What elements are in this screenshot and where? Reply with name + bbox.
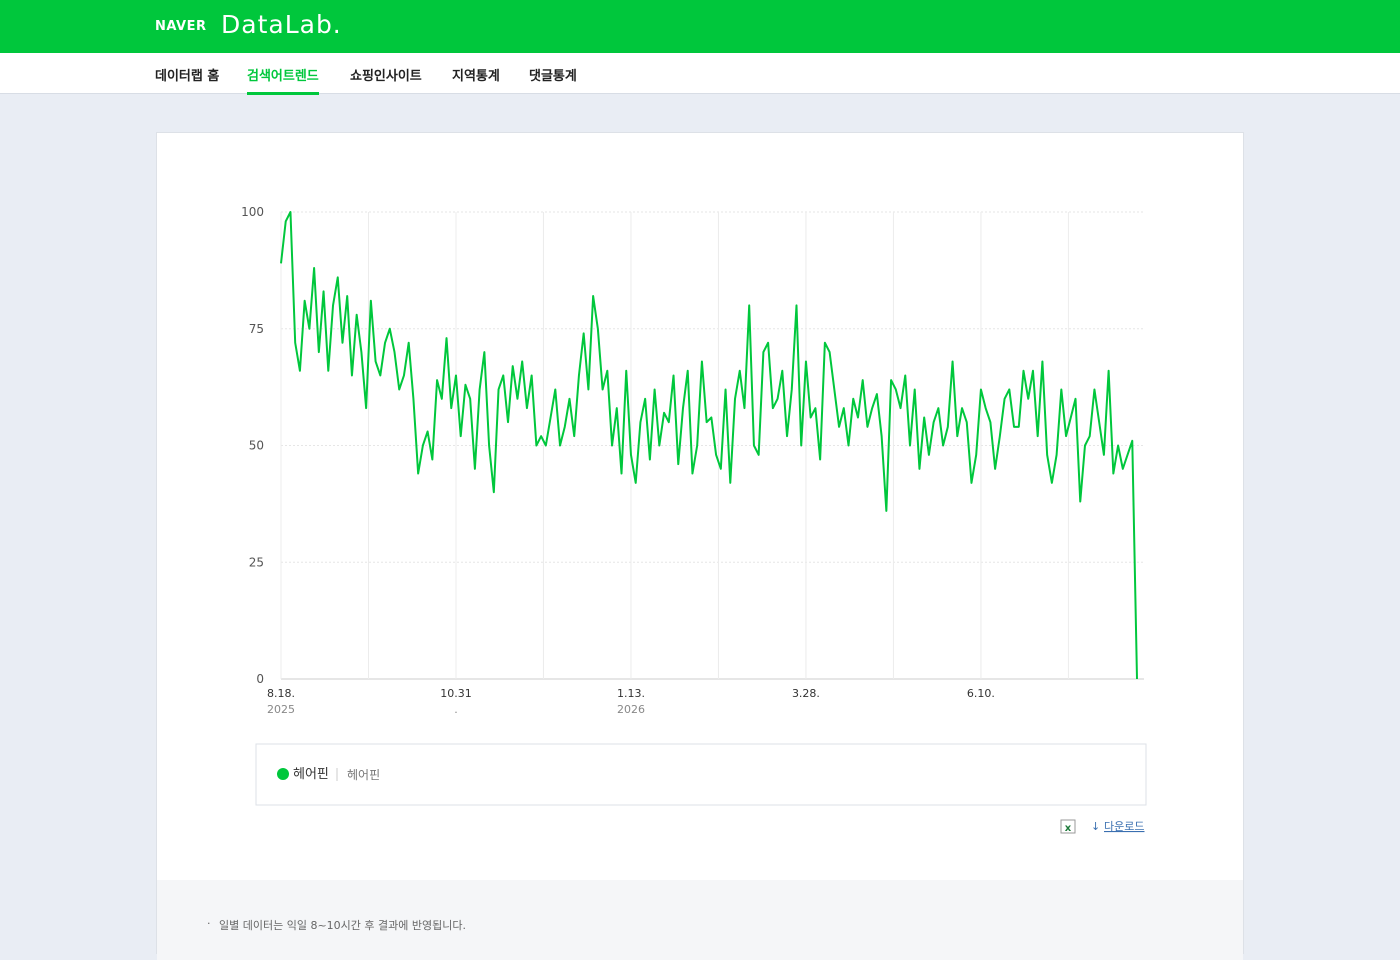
nav-bar: 데이터랩 홈 검색어트렌드 쇼핑인사이트 지역통계 댓글통계 [0, 53, 1400, 95]
page: {"header": {"logo": "NAVER", "product": … [0, 0, 1400, 940]
x-tick-label: 8.18. [267, 687, 295, 700]
x-tick-label: 1.13. [617, 687, 645, 700]
nav-item[interactable]: 검색어트렌드 [247, 65, 319, 95]
notes: 일별 데이터는 익일 8~10시간 후 결과에 반영됩니다. [157, 880, 1243, 960]
nav-item[interactable]: 지역통계 [452, 69, 500, 84]
x-tick-year: . [454, 703, 458, 716]
nav-item[interactable]: 데이터랩 홈 [155, 69, 220, 84]
excel-icon[interactable] [1060, 819, 1076, 834]
series-line [280, 211, 1138, 680]
download-arrow: ↓ [1091, 820, 1100, 833]
note: 일별 데이터는 익일 8~10시간 후 결과에 반영됩니다. [207, 917, 466, 933]
y-tick-label: 75 [249, 322, 264, 336]
y-tick-label: 0 [256, 672, 264, 686]
product-name[interactable]: DataLab. [221, 10, 342, 39]
chart: 헤어핀 헤어핀 x ↓ 다운로드 0 25 50 75 100 8.18. 2025 10.3… [241, 205, 1147, 834]
nav-item[interactable]: 쇼핑인사이트 [350, 69, 422, 84]
x-tick-label: 6.10. [967, 687, 995, 700]
excel-icon-mark: x [1065, 823, 1072, 834]
y-tick-label: 25 [249, 555, 264, 569]
nav-item[interactable]: 댓글통계 [529, 69, 577, 84]
download-link[interactable]: 다운로드 [1104, 820, 1144, 833]
legend-box [255, 743, 1147, 806]
x-tick-label: 10.31 [440, 687, 472, 700]
legend-marker [277, 768, 289, 780]
x-tick-label: 3.28. [792, 687, 820, 700]
y-tick-label: 100 [241, 205, 264, 219]
x-tick-year: 2025 [267, 703, 295, 716]
y-tick-label: 50 [249, 439, 264, 453]
x-tick-year: 2026 [617, 703, 645, 716]
legend-detail: 헤어핀 [347, 768, 380, 782]
chart-card: 헤어핀 헤어핀 x ↓ 다운로드 0 25 50 75 100 8.18. 2025 10.3… [156, 132, 1244, 960]
header: NAVER DataLab. [0, 0, 1400, 53]
legend-label[interactable]: 헤어핀 [293, 767, 329, 782]
logo[interactable]: NAVER [155, 19, 207, 34]
